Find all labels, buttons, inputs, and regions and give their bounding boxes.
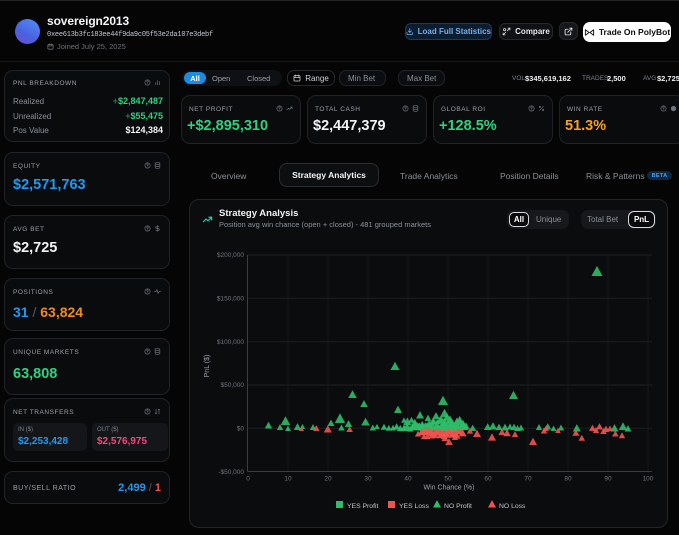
svg-text:Win Chance (%): Win Chance (%) <box>424 485 475 492</box>
svg-text:YES Profit: YES Profit <box>347 503 378 510</box>
svg-text:YES Loss: YES Loss <box>399 503 429 510</box>
svg-text:NO Loss: NO Loss <box>499 503 526 510</box>
svg-text:$100,000: $100,000 <box>217 339 244 346</box>
svg-text:100: 100 <box>643 476 654 483</box>
svg-text:10: 10 <box>284 476 292 483</box>
svg-text:20: 20 <box>324 476 332 483</box>
svg-text:$200,000: $200,000 <box>217 252 244 259</box>
svg-text:PnL ($): PnL ($) <box>204 355 211 378</box>
svg-text:60: 60 <box>484 476 492 483</box>
svg-text:80: 80 <box>564 476 572 483</box>
svg-text:50: 50 <box>444 476 452 483</box>
svg-text:30: 30 <box>364 476 372 483</box>
svg-text:$150,000: $150,000 <box>217 296 244 303</box>
svg-text:-$50,000: -$50,000 <box>218 469 244 476</box>
svg-text:NO Profit: NO Profit <box>444 503 472 510</box>
svg-text:0: 0 <box>246 476 250 483</box>
svg-text:40: 40 <box>404 476 412 483</box>
svg-text:$50,000: $50,000 <box>221 382 245 389</box>
svg-text:90: 90 <box>604 476 612 483</box>
svg-text:$0: $0 <box>237 426 245 433</box>
svg-text:70: 70 <box>524 476 532 483</box>
